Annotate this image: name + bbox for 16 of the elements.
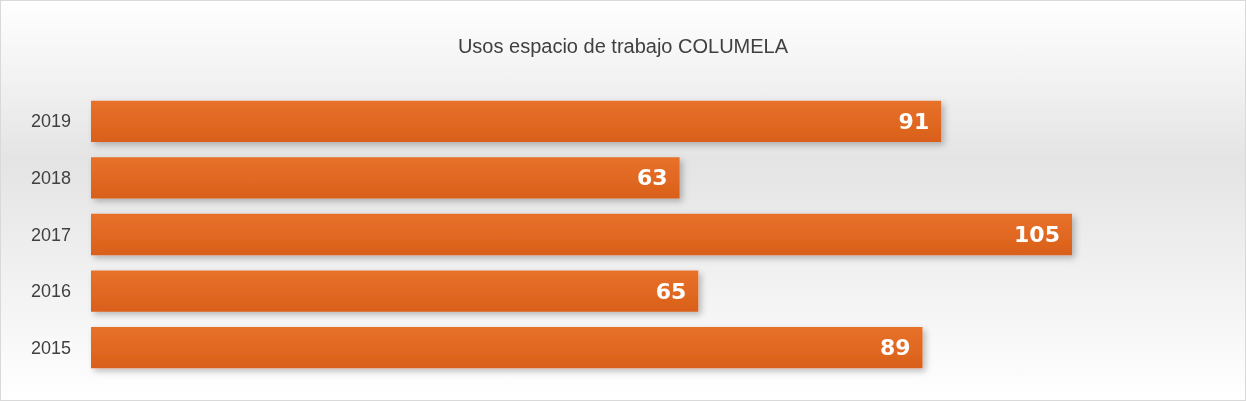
data-label: 91 — [898, 108, 930, 134]
y-tick-label: 2017 — [30, 224, 71, 245]
data-label: 105 — [1014, 222, 1060, 247]
bar — [91, 157, 680, 199]
y-tick-label: 2015 — [30, 337, 71, 358]
chart-title: Usos espacio de trabajo COLUMELA — [457, 35, 789, 57]
bar — [91, 327, 923, 369]
data-label: 63 — [636, 165, 668, 191]
data-label: 89 — [879, 335, 911, 361]
y-tick-label: 2019 — [30, 111, 71, 132]
bar — [91, 213, 1072, 256]
y-tick-label: 2018 — [30, 167, 71, 188]
data-label: 65 — [655, 278, 687, 304]
y-tick-label: 2016 — [30, 281, 71, 302]
bar — [91, 100, 942, 142]
bar — [91, 270, 699, 312]
